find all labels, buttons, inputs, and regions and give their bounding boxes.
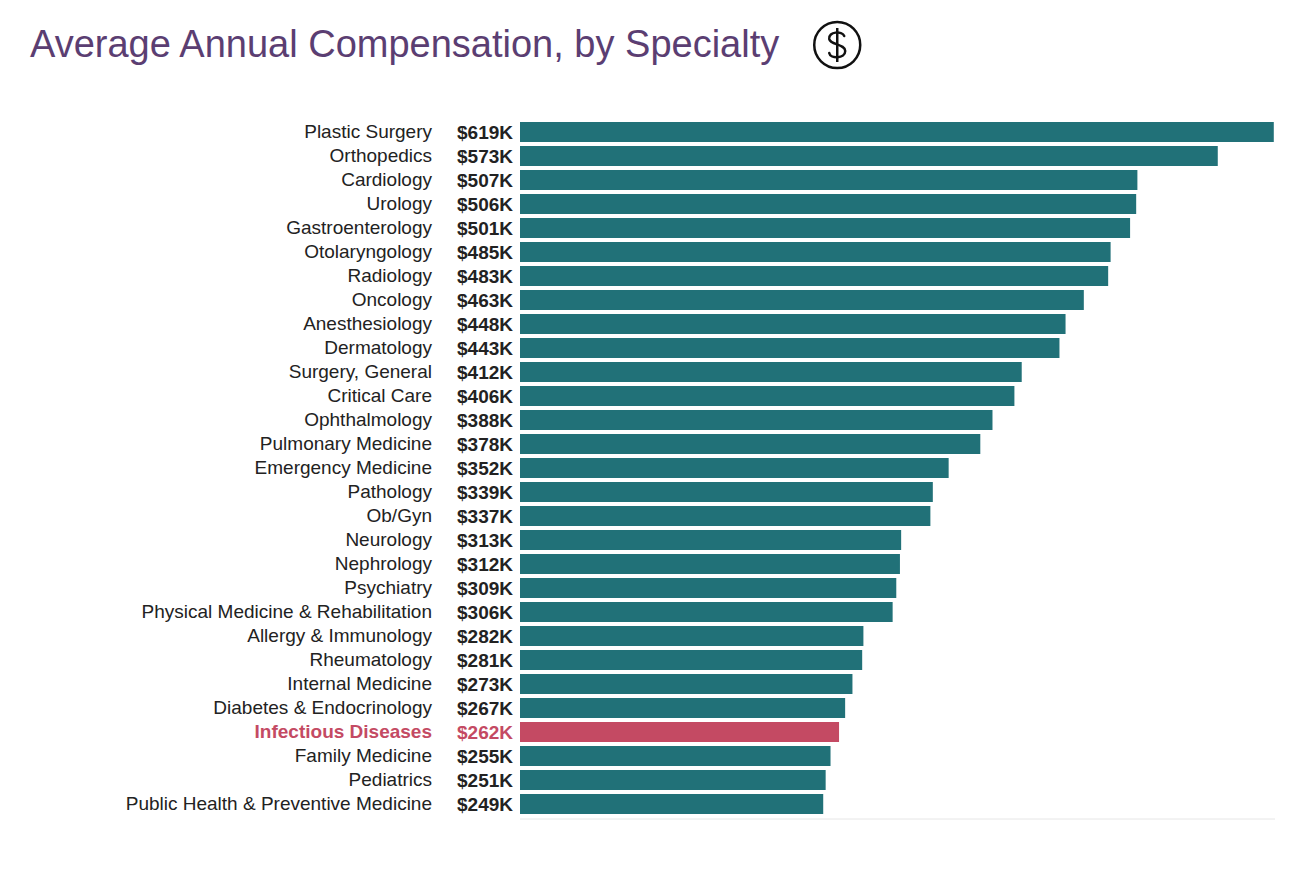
data-label: $388K [457, 410, 513, 431]
category-label: Emergency Medicine [255, 457, 432, 478]
data-label: $255K [457, 746, 513, 767]
data-label: $483K [457, 266, 513, 287]
bar [520, 506, 930, 526]
icon-bar [836, 28, 839, 62]
bar [520, 770, 826, 790]
category-label: Orthopedics [330, 145, 432, 166]
data-label: $443K [457, 338, 513, 359]
data-label: $312K [457, 554, 513, 575]
category-label: Public Health & Preventive Medicine [126, 793, 432, 814]
category-label: Critical Care [327, 385, 432, 406]
data-label: $309K [457, 578, 513, 599]
bar [520, 602, 893, 622]
bar [520, 290, 1084, 310]
data-label: $281K [457, 650, 513, 671]
category-label: Urology [367, 193, 433, 214]
bar [520, 194, 1136, 214]
data-label: $249K [457, 794, 513, 815]
bar [520, 794, 823, 814]
category-label: Radiology [348, 265, 433, 286]
category-label: Cardiology [341, 169, 432, 190]
category-label: Dermatology [324, 337, 432, 358]
category-label: Diabetes & Endocrinology [213, 697, 432, 718]
data-label: $306K [457, 602, 513, 623]
data-label: $619K [457, 122, 513, 143]
bar [520, 482, 933, 502]
category-label: Oncology [352, 289, 433, 310]
data-label: $273K [457, 674, 513, 695]
category-label: Rheumatology [309, 649, 432, 670]
category-label: Nephrology [335, 553, 433, 574]
data-label: $339K [457, 482, 513, 503]
bar [520, 650, 862, 670]
category-label: Psychiatry [344, 577, 432, 598]
data-label: $501K [457, 218, 513, 239]
labels: Plastic Surgery $619K Orthopedics $573K Card… [126, 121, 514, 815]
bar [520, 410, 992, 430]
data-label: $573K [457, 146, 513, 167]
category-label: Pulmonary Medicine [260, 433, 432, 454]
bar [520, 530, 901, 550]
bar [520, 434, 980, 454]
data-label: $448K [457, 314, 513, 335]
data-label: $267K [457, 698, 513, 719]
axis-line [520, 819, 1275, 820]
bar [520, 362, 1022, 382]
category-label: Pathology [347, 481, 432, 502]
data-label: $406K [457, 386, 513, 407]
category-label: Physical Medicine & Rehabilitation [142, 601, 432, 622]
data-label: $337K [457, 506, 513, 527]
bar [520, 122, 1274, 142]
category-label: Anesthesiology [303, 313, 432, 334]
data-label: $251K [457, 770, 513, 791]
data-label: $463K [457, 290, 513, 311]
data-label: $378K [457, 434, 513, 455]
bar [520, 314, 1066, 334]
category-label: Pediatrics [349, 769, 432, 790]
bar [520, 338, 1059, 358]
bars [520, 122, 1274, 814]
category-label: Allergy & Immunology [247, 625, 432, 646]
data-label: $262K [457, 722, 513, 743]
category-label: Ophthalmology [304, 409, 432, 430]
icon-circle [814, 22, 860, 68]
data-label: $313K [457, 530, 513, 551]
category-label: Infectious Diseases [255, 721, 432, 742]
data-label: $282K [457, 626, 513, 647]
category-label: Gastroenterology [286, 217, 432, 238]
bar [520, 242, 1111, 262]
data-label: $506K [457, 194, 513, 215]
category-label: Internal Medicine [287, 673, 432, 694]
bar [520, 698, 845, 718]
bar [520, 170, 1137, 190]
bar [520, 458, 949, 478]
category-label: Otolaryngology [304, 241, 432, 262]
bar [520, 266, 1108, 286]
bar [520, 218, 1130, 238]
category-label: Plastic Surgery [304, 121, 432, 142]
dollar-icon [814, 22, 860, 68]
chart: Average Annual Compensation, by Specialt… [0, 0, 1290, 878]
data-label: $485K [457, 242, 513, 263]
bar [520, 386, 1014, 406]
category-label: Surgery, General [289, 361, 432, 382]
bar [520, 722, 839, 742]
bar [520, 554, 900, 574]
category-label: Neurology [345, 529, 432, 550]
title: Average Annual Compensation, by Specialt… [30, 23, 779, 65]
category-label: Family Medicine [295, 745, 432, 766]
bar [520, 746, 831, 766]
bar [520, 578, 896, 598]
data-label: $507K [457, 170, 513, 191]
bar [520, 674, 852, 694]
data-label: $352K [457, 458, 513, 479]
data-label: $412K [457, 362, 513, 383]
bar [520, 626, 863, 646]
bar [520, 146, 1218, 166]
category-label: Ob/Gyn [367, 505, 432, 526]
